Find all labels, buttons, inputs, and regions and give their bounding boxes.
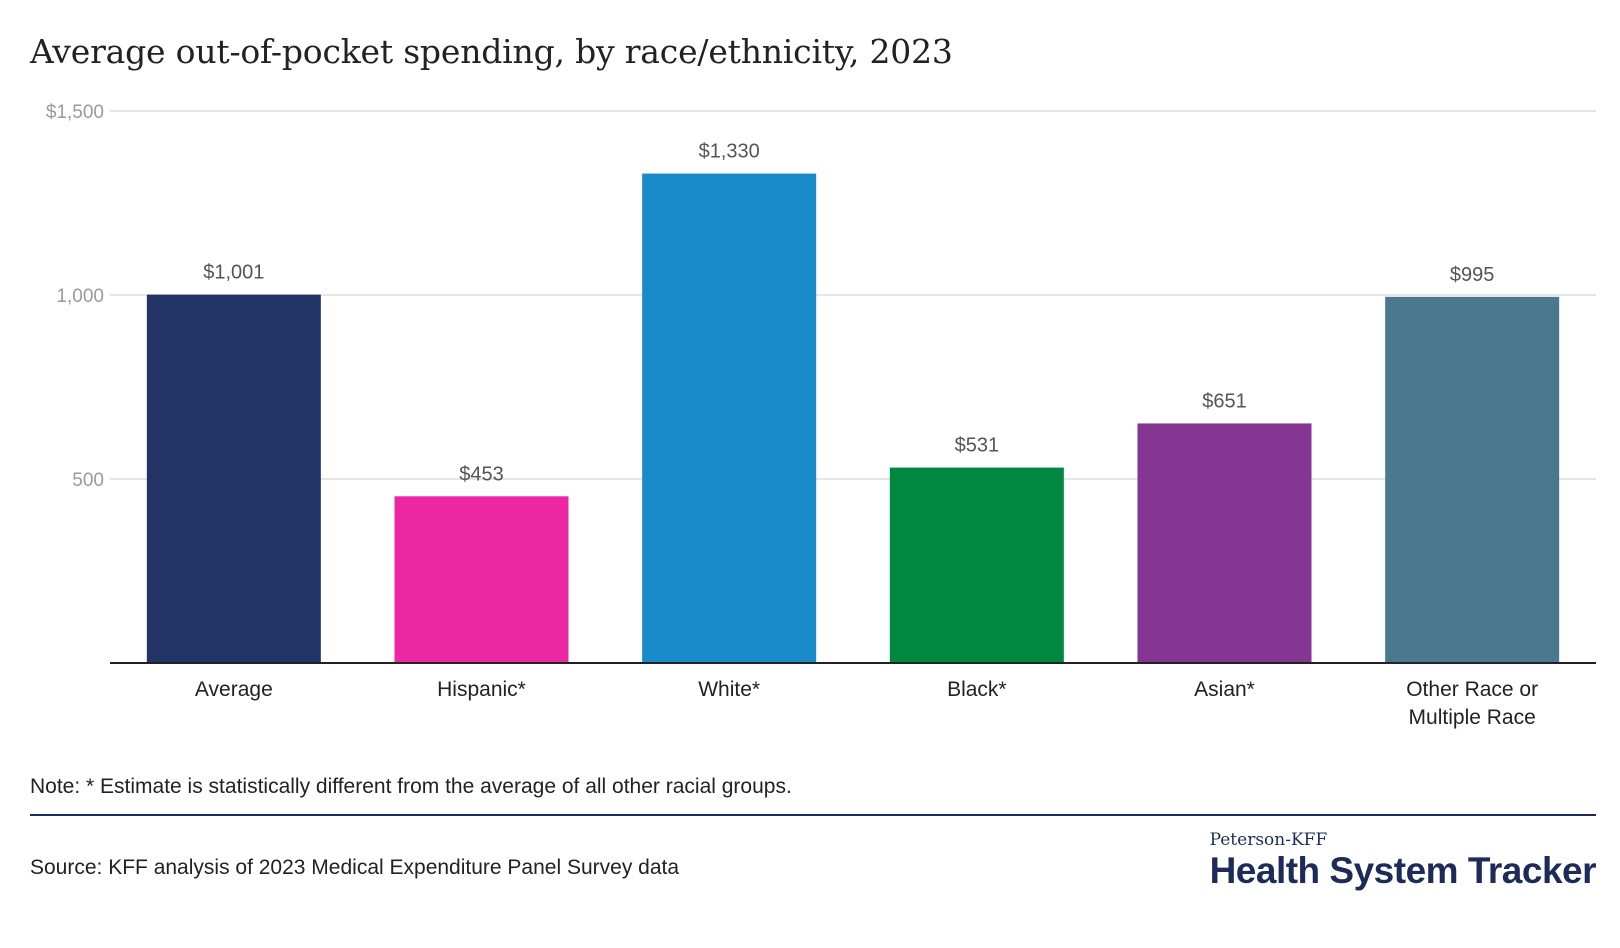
footer-divider [30, 814, 1596, 816]
data-label: $1,001 [203, 262, 264, 284]
bar [1385, 296, 1560, 663]
data-label: $995 [1450, 264, 1495, 286]
x-tick-label: Average [195, 678, 273, 701]
chart-source: Source: KFF analysis of 2023 Medical Exp… [30, 856, 680, 879]
y-tick-label: $1,500 [46, 102, 104, 123]
x-tick-label: White* [698, 678, 760, 701]
chart-title: Average out-of-pocket spending, by race/… [30, 32, 953, 71]
data-label: $531 [955, 435, 1000, 457]
data-label: $651 [1202, 390, 1247, 412]
bar [1137, 423, 1312, 663]
bar [642, 173, 817, 663]
y-tick-label: 1,000 [56, 286, 104, 307]
x-tick-label: Asian* [1194, 678, 1255, 701]
x-tick-label: Black* [947, 678, 1007, 701]
y-tick-label: 500 [72, 470, 104, 491]
brand-title: Health System Tracker [1209, 850, 1597, 891]
bar [146, 294, 321, 663]
x-tick-label: Other Race or [1406, 678, 1538, 701]
x-tick-label: Hispanic* [437, 678, 526, 701]
bar [889, 467, 1064, 663]
brand-logo: Peterson-KFF Health System Tracker [1209, 830, 1597, 891]
brand-subtitle: Peterson-KFF [1209, 830, 1328, 850]
x-tick-label: Multiple Race [1409, 706, 1536, 729]
bar [394, 496, 569, 663]
chart-note: Note: * Estimate is statistically differ… [30, 775, 792, 798]
data-label: $453 [459, 463, 504, 485]
data-label: $1,330 [699, 141, 760, 163]
